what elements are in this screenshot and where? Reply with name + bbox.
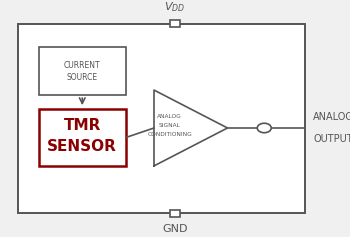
Bar: [170, 20, 180, 27]
Bar: [38, 109, 126, 166]
Polygon shape: [154, 90, 228, 166]
Text: TMR: TMR: [64, 118, 101, 133]
Bar: [38, 47, 126, 95]
Text: ANALOG: ANALOG: [158, 114, 182, 119]
Text: SENSOR: SENSOR: [47, 139, 117, 155]
Text: CURRENT: CURRENT: [64, 61, 100, 70]
Text: SOURCE: SOURCE: [67, 73, 98, 82]
Text: OUTPUT: OUTPUT: [313, 134, 350, 144]
Circle shape: [257, 123, 271, 133]
Bar: [18, 24, 304, 213]
Text: $V_{DD}$: $V_{DD}$: [164, 0, 186, 14]
Text: GND: GND: [162, 224, 188, 234]
Text: CONDITIONING: CONDITIONING: [147, 132, 192, 137]
Text: ANALOG: ANALOG: [313, 112, 350, 122]
Bar: [170, 210, 180, 217]
Text: SIGNAL: SIGNAL: [159, 123, 181, 128]
